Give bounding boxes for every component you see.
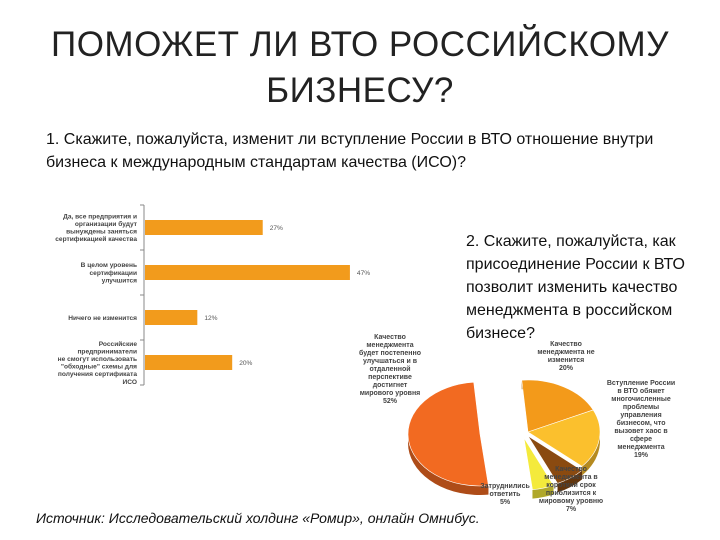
pie-slice-label: Затруднились ответить 5% — [480, 483, 530, 506]
pie-slice-label: Качество менеджмента в короткий срок прибли… — [539, 466, 603, 513]
bar-value-label: 20% — [239, 360, 252, 367]
bar-value-label: 47% — [357, 270, 370, 277]
pie-slice-label: Вступление России в ВТО обяжет многочислен… — [607, 380, 675, 459]
bar-category-label: Российские предприниматели не смогут испол… — [58, 340, 138, 386]
pie-slice — [527, 409, 601, 467]
pie-slice-side — [557, 470, 583, 493]
pie-slice — [527, 435, 583, 484]
bar-value-label: 12% — [204, 315, 217, 322]
question-2-text: 2. Скажите, пожалуйста, как присоединени… — [466, 233, 685, 342]
source-note: Источник: Исследовательский холдинг «Ром… — [36, 510, 480, 526]
bar — [145, 355, 233, 370]
pie-slice-side — [532, 485, 554, 499]
bar-category-label: В целом уровень сертификации улучшится — [81, 262, 138, 284]
slide-title: ПОМОЖЕТ ЛИ ВТО РОССИЙСКОМУ БИЗНЕСУ? — [51, 25, 669, 110]
pie-slice — [407, 381, 489, 487]
bar — [145, 310, 198, 325]
bar-category-label: Ничего не изменится — [68, 315, 137, 322]
question-1-text: 1. Скажите, пожалуйста, изменит ли вступ… — [46, 131, 654, 171]
pie-slice — [523, 437, 554, 490]
bar-value-label: 27% — [270, 225, 283, 232]
bar — [145, 220, 263, 235]
pie-slice-label: Качество менеджмента не изменится 20% — [537, 341, 594, 372]
bar — [145, 265, 350, 280]
pie-slice — [521, 379, 594, 433]
bar-category-label: Да, все предприятия и организации будут вы… — [55, 213, 138, 243]
pie-slice-side — [582, 409, 600, 476]
pie-slice-label: Качество менеджмента будет постепенно улучш… — [359, 334, 421, 405]
